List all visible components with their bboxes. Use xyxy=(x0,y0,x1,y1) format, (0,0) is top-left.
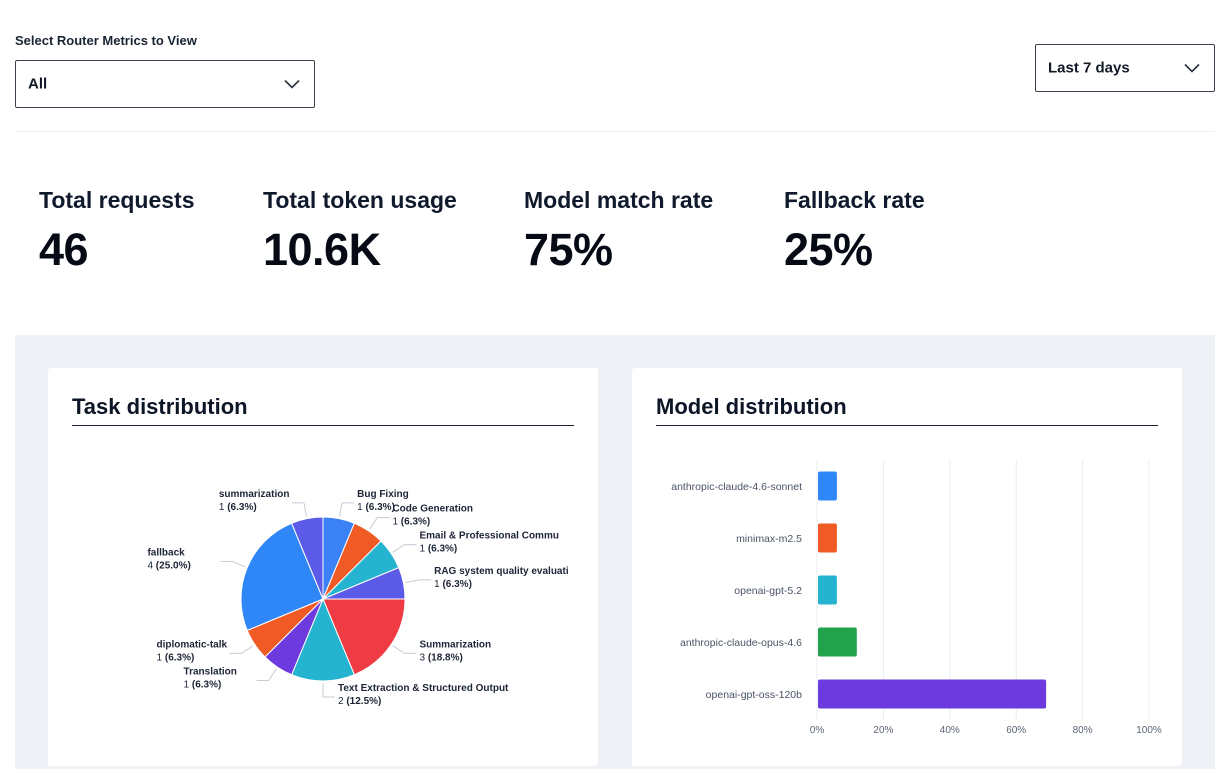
x-tick-label: 40% xyxy=(940,725,960,736)
summary-stats: Total requests 46 Total token usage 10.6… xyxy=(0,132,1229,332)
pie-label-name: Email & Professional Commu xyxy=(419,531,558,542)
stat-label: Fallback rate xyxy=(784,187,925,213)
stat-model-match-rate: Model match rate 75% xyxy=(524,187,713,276)
pie-label-name: Text Extraction & Structured Output xyxy=(338,683,509,694)
bar-openai-gpt-5-2[interactable] xyxy=(818,575,837,605)
pie-label-value: 1 (6.3%) xyxy=(357,502,395,513)
pie-label-name: Translation xyxy=(184,666,237,677)
pie-label-name: summarization xyxy=(219,489,290,500)
pie-label-name: RAG system quality evaluati xyxy=(434,566,569,577)
stat-label: Model match rate xyxy=(524,187,714,213)
stat-value: 25% xyxy=(784,224,873,275)
pie-leader-line xyxy=(322,683,335,698)
pie-label-name: Code Generation xyxy=(392,504,473,515)
pie-leader-line xyxy=(338,502,355,517)
stat-fallback-rate: Fallback rate 25% xyxy=(784,187,925,276)
pie-label-name: Summarization xyxy=(419,639,491,650)
pie-label-value: 1 (6.3%) xyxy=(157,652,195,663)
filter-bar: Select Router Metrics to View All Last 7… xyxy=(15,0,1215,132)
model-distribution-card: Model distribution 0% 20% 40% 60% 80% 100% ant… xyxy=(632,368,1182,766)
y-category-label: openai-gpt-oss-120b xyxy=(706,689,802,701)
stat-value: 75% xyxy=(524,224,613,275)
divider xyxy=(656,425,1158,426)
card-title: Model distribution xyxy=(656,394,847,419)
pie-leader-line xyxy=(291,502,308,517)
divider xyxy=(72,425,574,426)
x-tick-label: 100% xyxy=(1136,725,1162,736)
pie-leader-line xyxy=(392,645,417,654)
x-tick-label: 60% xyxy=(1006,725,1026,736)
stat-total-token-usage: Total token usage 10.6K xyxy=(263,187,457,276)
task-distribution-card: Task distribution Bug Fixing 1 (6.3%) Code… xyxy=(48,368,598,766)
model-bar-chart: 0% 20% 40% 60% 80% 100% anthropic-claude-4.6-s… xyxy=(671,460,1162,736)
pie-label-value: 4 (25.0%) xyxy=(147,560,190,571)
y-category-label: minimax-m2.5 xyxy=(736,533,802,545)
chevron-down-icon xyxy=(284,79,300,89)
pie-leader-line xyxy=(392,544,417,553)
stat-total-requests: Total requests 46 xyxy=(39,187,195,276)
pie-slice-summarization[interactable] xyxy=(322,598,406,676)
pie-label-value: 2 (12.5%) xyxy=(338,696,381,707)
x-tick-label: 20% xyxy=(873,725,893,736)
chevron-down-icon xyxy=(1184,63,1200,73)
x-tick-label: 0% xyxy=(810,725,825,736)
stat-label: Total requests xyxy=(39,187,195,213)
metric-filter-label: Select Router Metrics to View xyxy=(15,33,197,48)
bar-anthropic-claude-opus-4-6[interactable] xyxy=(818,627,857,657)
metric-select-value: All xyxy=(28,75,48,93)
pie-leader-line xyxy=(229,645,254,654)
pie-slice-text-extraction-structured-output[interactable] xyxy=(290,597,356,682)
pie-label-value: 1 (6.3%) xyxy=(419,544,457,555)
pie-label-name: Bug Fixing xyxy=(357,489,409,500)
pie-label-name: fallback xyxy=(147,547,185,558)
x-tick-label: 80% xyxy=(1073,725,1093,736)
date-range-value: Last 7 days xyxy=(1048,59,1130,77)
date-range-select[interactable]: Last 7 days xyxy=(1035,44,1215,92)
metric-select[interactable]: All xyxy=(15,60,315,108)
pie-leader-line xyxy=(405,579,432,584)
y-category-label: anthropic-claude-opus-4.6 xyxy=(680,637,802,649)
pie-label-value: 1 (6.3%) xyxy=(219,502,257,513)
pie-leader-line xyxy=(220,561,246,568)
pie-label-value: 1 (6.3%) xyxy=(184,679,222,690)
bar-anthropic-claude-4-6-sonnet[interactable] xyxy=(818,471,837,501)
pie-label-value: 1 (6.3%) xyxy=(392,517,430,528)
charts-panel: Task distribution Bug Fixing 1 (6.3%) Code… xyxy=(15,335,1215,769)
pie-leader-line xyxy=(369,517,390,530)
card-title: Task distribution xyxy=(72,394,248,419)
y-category-label: anthropic-claude-4.6-sonnet xyxy=(671,481,802,493)
pie-leader-line xyxy=(256,668,277,681)
pie-slice-summarization[interactable] xyxy=(290,516,324,600)
stat-label: Total token usage xyxy=(263,187,457,213)
pie-label-value: 3 (18.8%) xyxy=(419,652,462,663)
stat-value: 10.6K xyxy=(263,224,381,275)
y-category-label: openai-gpt-5.2 xyxy=(734,585,802,597)
stat-value: 46 xyxy=(39,224,89,275)
pie-label-value: 1 (6.3%) xyxy=(434,579,472,590)
pie-label-name: diplomatic-talk xyxy=(157,639,228,650)
bar-openai-gpt-oss-120b[interactable] xyxy=(818,679,1047,709)
bar-minimax-m2-5[interactable] xyxy=(818,523,837,553)
